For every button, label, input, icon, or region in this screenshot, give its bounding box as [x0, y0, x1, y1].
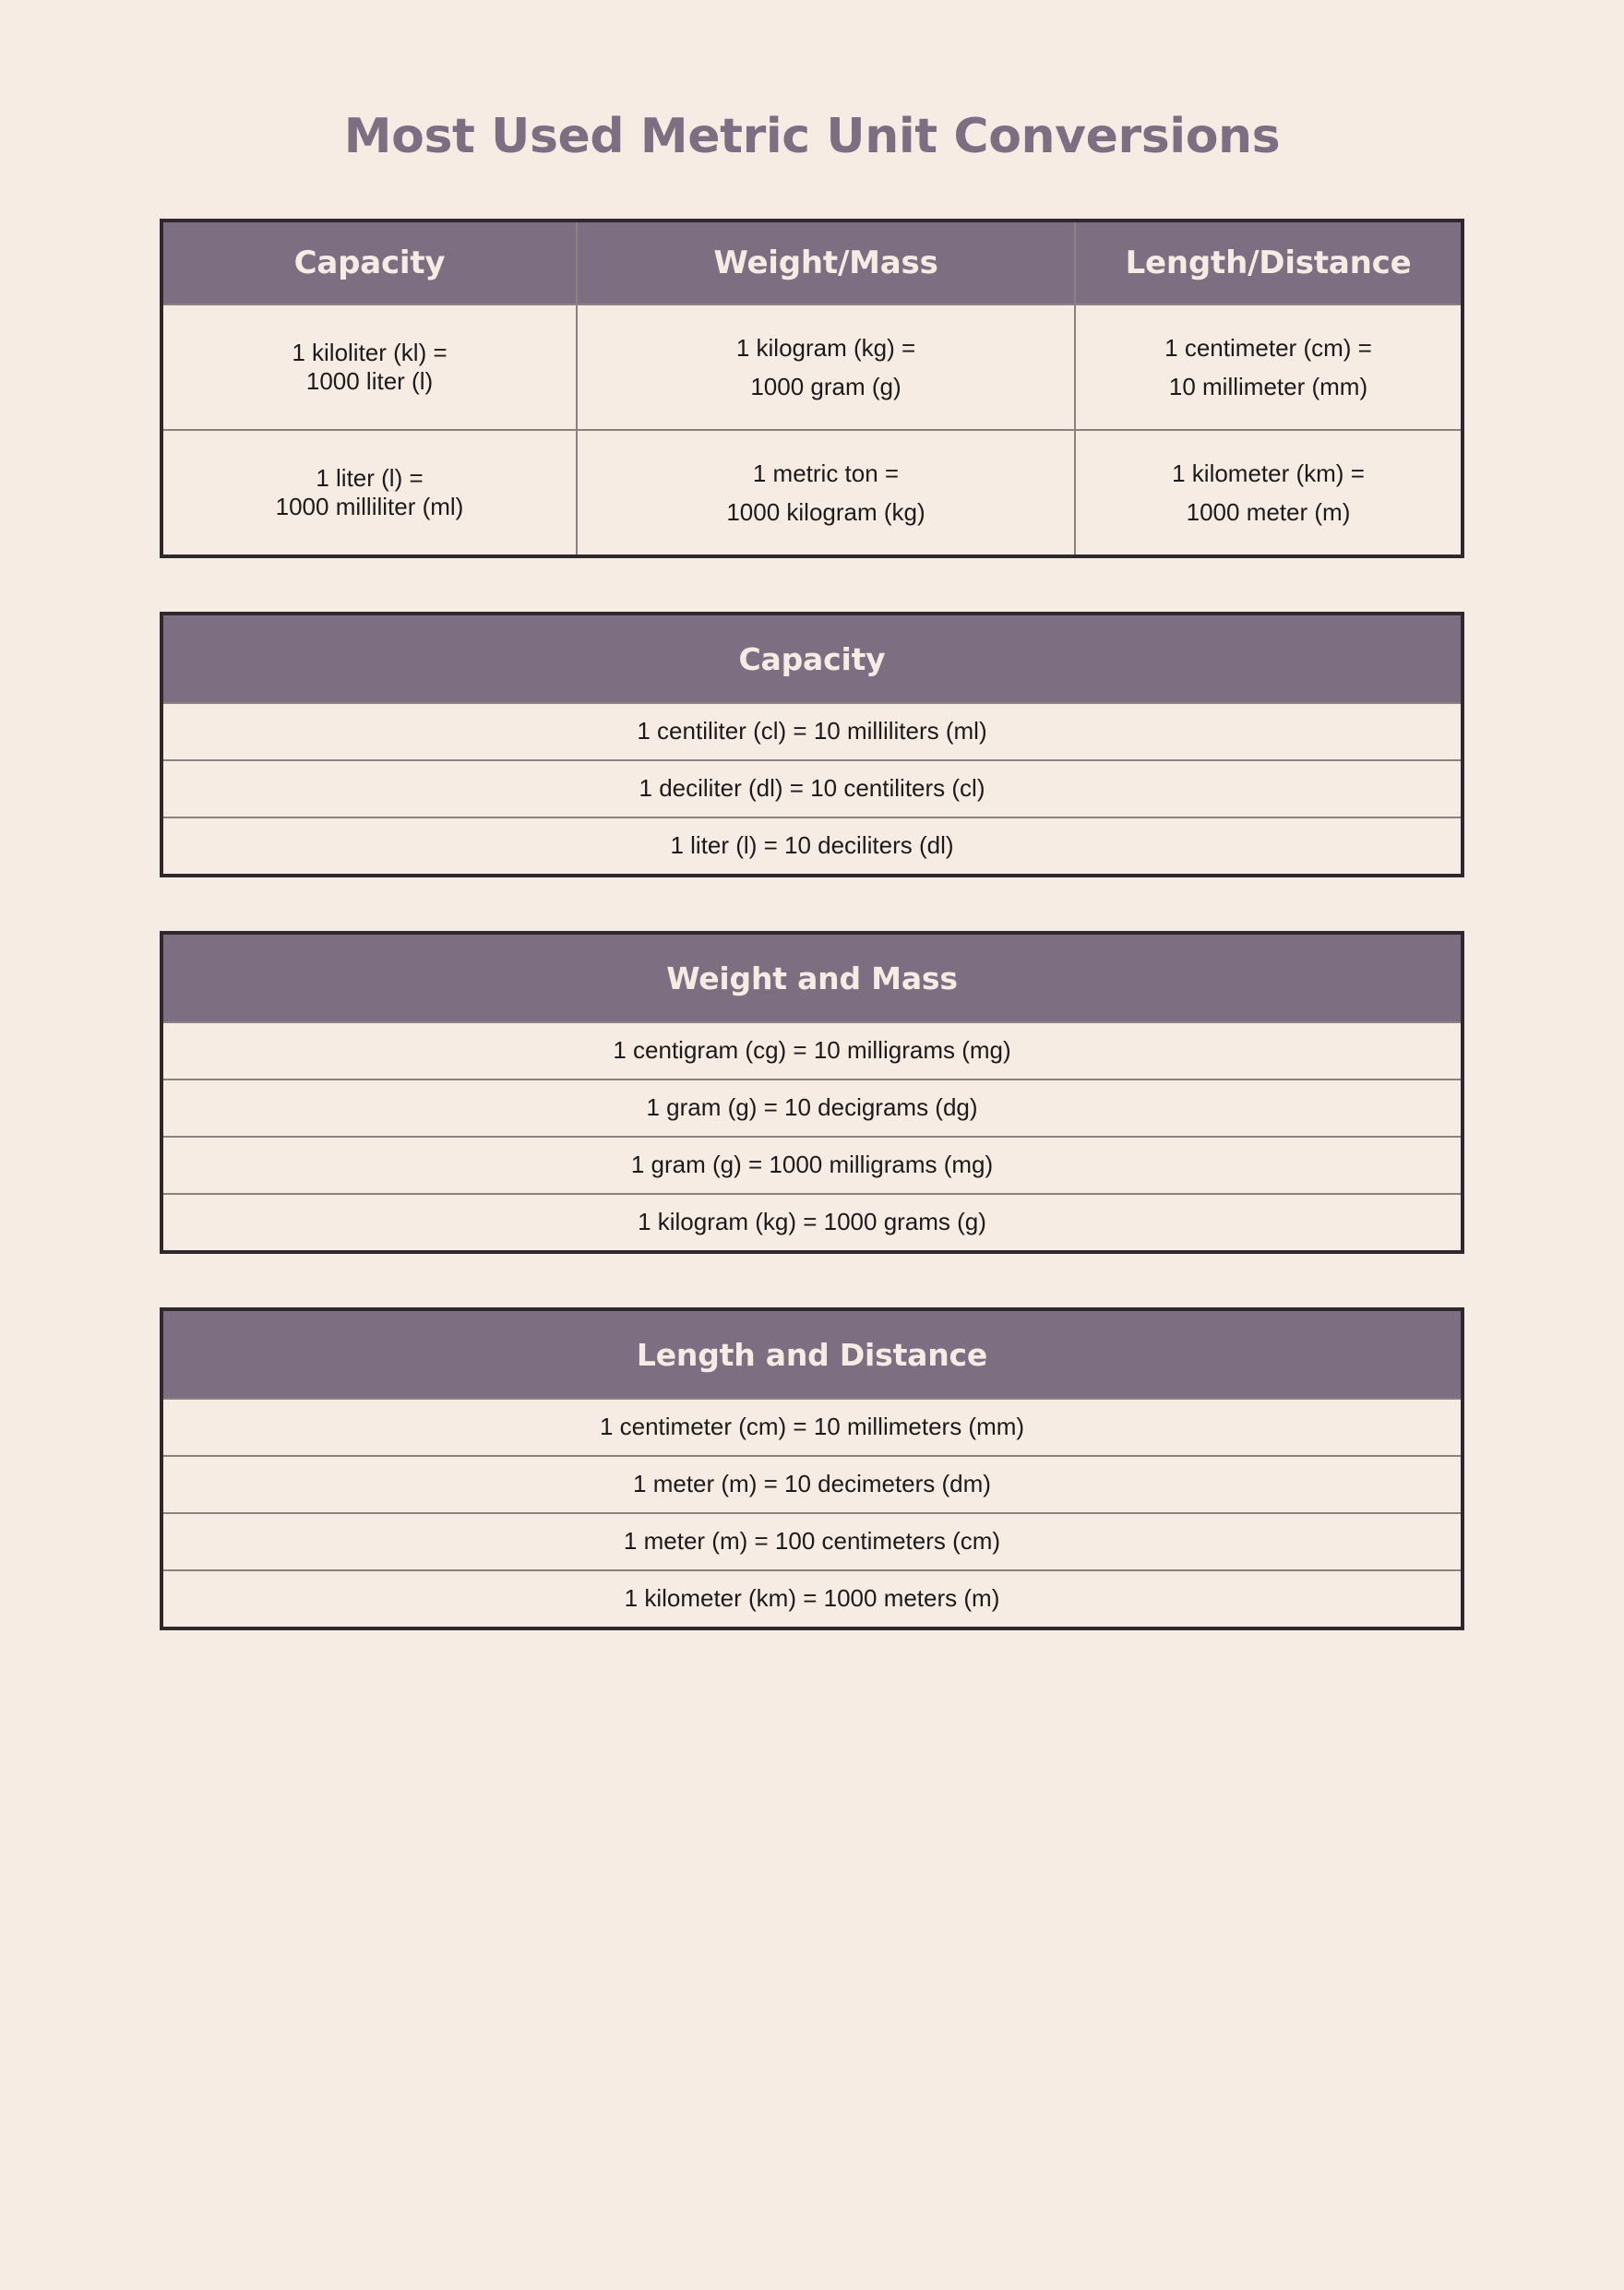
table-row: 1 liter (l) = 10 deciliters (dl)	[161, 817, 1463, 877]
table-row: 1 centigram (cg) = 10 milligrams (mg)	[161, 1021, 1463, 1081]
weight-row-2: 1 gram (g) = 10 decigrams (dg)	[161, 1079, 1463, 1139]
section-header-row: Length and Distance	[161, 1308, 1463, 1401]
table-row: 1 kiloliter (kl) = 1000 liter (l) 1 kilo…	[161, 304, 1463, 432]
weight-row-3: 1 gram (g) = 1000 milligrams (mg)	[161, 1136, 1463, 1196]
capacity-section-table: Capacity 1 centiliter (cl) = 10 millilit…	[160, 612, 1464, 878]
cell-line-2: 1000 gram (g)	[750, 373, 902, 401]
table-row: 1 kilometer (km) = 1000 meters (m)	[161, 1569, 1463, 1630]
cell-line-1: 1 kiloliter (kl) =	[292, 339, 448, 366]
table-row: 1 deciliter (dl) = 10 centiliters (cl)	[161, 759, 1463, 819]
length-row-1: 1 centimeter (cm) = 10 millimeters (mm)	[161, 1398, 1463, 1458]
column-header-length-distance: Length/Distance	[1074, 220, 1463, 306]
main-conversion-table: Capacity Weight/Mass Length/Distance 1 k…	[160, 219, 1464, 559]
section-header-row: Capacity	[161, 613, 1463, 705]
page-title: Most Used Metric Unit Conversions	[343, 109, 1281, 164]
cell-line-1: 1 kilogram (kg) =	[735, 334, 916, 363]
length-row-2: 1 meter (m) = 10 decimeters (dm)	[161, 1455, 1463, 1515]
table-row: 1 liter (l) = 1000 milliliter (ml) 1 met…	[161, 429, 1463, 558]
table-row: 1 kilogram (kg) = 1000 grams (g)	[161, 1193, 1463, 1254]
cell-line-2: 1000 liter (l)	[305, 367, 434, 396]
cell-capacity-kiloliter: 1 kiloliter (kl) = 1000 liter (l)	[161, 304, 578, 432]
cell-capacity-liter: 1 liter (l) = 1000 milliliter (ml)	[161, 429, 578, 558]
cell-line-2: 10 millimeter (mm)	[1168, 373, 1368, 401]
column-header-capacity: Capacity	[161, 220, 578, 306]
capacity-row-3: 1 liter (l) = 10 deciliters (dl)	[161, 817, 1463, 877]
capacity-row-2: 1 deciliter (dl) = 10 centiliters (cl)	[161, 759, 1463, 819]
cell-line-1: 1 kilometer (km) =	[1172, 459, 1365, 488]
table-row: 1 meter (m) = 100 centimeters (cm)	[161, 1512, 1463, 1572]
weight-row-1: 1 centigram (cg) = 10 milligrams (mg)	[161, 1021, 1463, 1081]
cell-line-1: 1 liter (l) =	[316, 464, 424, 492]
cell-weight-kilogram: 1 kilogram (kg) = 1000 gram (g)	[576, 304, 1076, 432]
table-row: 1 centimeter (cm) = 10 millimeters (mm)	[161, 1398, 1463, 1458]
cell-line-1: 1 centimeter (cm) =	[1164, 334, 1372, 363]
table-row: 1 gram (g) = 1000 milligrams (mg)	[161, 1136, 1463, 1196]
capacity-row-1: 1 centiliter (cl) = 10 milliliters (ml)	[161, 702, 1463, 762]
cell-length-kilometer: 1 kilometer (km) = 1000 meter (m)	[1074, 429, 1463, 558]
table-row: 1 centiliter (cl) = 10 milliliters (ml)	[161, 702, 1463, 762]
weight-row-4: 1 kilogram (kg) = 1000 grams (g)	[161, 1193, 1463, 1254]
cell-weight-metric-ton: 1 metric ton = 1000 kilogram (kg)	[576, 429, 1076, 558]
section-heading-capacity: Capacity	[161, 613, 1463, 705]
length-row-3: 1 meter (m) = 100 centimeters (cm)	[161, 1512, 1463, 1572]
column-header-weight-mass: Weight/Mass	[576, 220, 1076, 306]
table-row: 1 gram (g) = 10 decigrams (dg)	[161, 1079, 1463, 1139]
section-heading-weight-and-mass: Weight and Mass	[161, 932, 1463, 1024]
cell-line-1: 1 metric ton =	[752, 459, 900, 488]
cell-line-2: 1000 meter (m)	[1186, 498, 1351, 527]
table-row: 1 meter (m) = 10 decimeters (dm)	[161, 1455, 1463, 1515]
cell-length-centimeter: 1 centimeter (cm) = 10 millimeter (mm)	[1074, 304, 1463, 432]
weight-mass-section-table: Weight and Mass 1 centigram (cg) = 10 mi…	[160, 931, 1464, 1255]
section-heading-length-and-distance: Length and Distance	[161, 1308, 1463, 1401]
length-distance-section-table: Length and Distance 1 centimeter (cm) = …	[160, 1307, 1464, 1631]
cell-line-2: 1000 milliliter (ml)	[275, 493, 464, 521]
section-header-row: Weight and Mass	[161, 932, 1463, 1024]
length-row-4: 1 kilometer (km) = 1000 meters (m)	[161, 1569, 1463, 1630]
table-header-row: Capacity Weight/Mass Length/Distance	[161, 220, 1463, 306]
cell-line-2: 1000 kilogram (kg)	[726, 498, 925, 527]
